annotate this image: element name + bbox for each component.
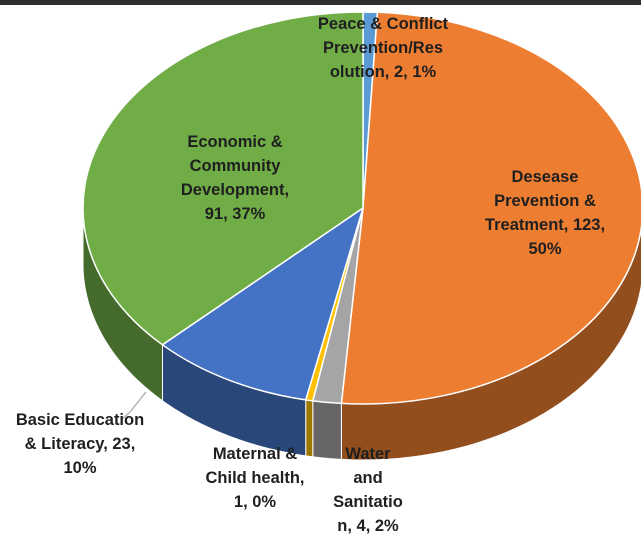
window-top-border [0, 0, 641, 5]
label-economic: Economic & Community Development, 91, 37… [180, 133, 290, 223]
label-disease: Desease Prevention & Treatment, 123, 50% [484, 168, 606, 258]
pie-slice-basic-education-literacy [161, 207, 364, 401]
label-education: Basic Education & Literacy, 23, 10% [15, 411, 145, 477]
pie-slice-economic-community-development [82, 11, 364, 346]
pie-top-faces [82, 11, 641, 405]
pie-side-walls [82, 207, 641, 461]
label-water: Water and Sanitatio n, 4, 2% [333, 445, 403, 535]
education-leader-line [121, 391, 147, 420]
pie-slice-desease-prevention-treatment [340, 11, 641, 405]
label-maternal: Maternal & Child health, 1, 0% [205, 445, 305, 511]
label-peace: Peace & Conflict Prevention/Res olution,… [317, 15, 449, 81]
